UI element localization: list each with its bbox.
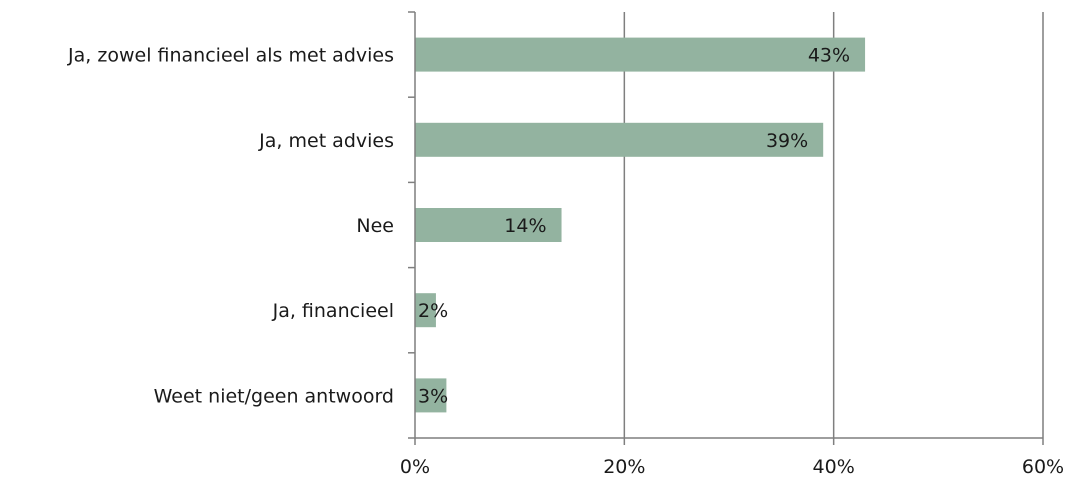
grid-layer [623, 12, 1044, 438]
data-label-2: 14% [504, 215, 546, 237]
data-label-0: 43% [808, 45, 850, 67]
label-layer: 43% Ja, zowel financieel als met advies 39… [67, 45, 1064, 478]
bar-1 [415, 122, 824, 157]
category-label-4: Weet niet/geen antwoord [154, 385, 394, 407]
bar-3 [415, 293, 436, 328]
axis-layer [408, 11, 1044, 445]
category-label-2: Nee [356, 215, 394, 237]
data-label-1: 39% [766, 130, 808, 152]
category-label-1: Ja, met advies [258, 130, 394, 152]
x-tick-label-40: 40% [813, 456, 855, 478]
bar-0 [415, 37, 866, 72]
data-label-4: 3% [418, 385, 448, 407]
x-tick-label-0: 0% [400, 456, 430, 478]
data-label-3: 2% [418, 300, 448, 322]
bar-layer [415, 37, 866, 413]
category-label-3: Ja, financieel [272, 300, 394, 322]
bar-2 [415, 208, 562, 242]
x-tick-label-60: 60% [1022, 456, 1064, 478]
bar-4 [415, 378, 447, 413]
category-label-0: Ja, zowel financieel als met advies [67, 45, 394, 67]
x-tick-label-20: 20% [603, 456, 645, 478]
